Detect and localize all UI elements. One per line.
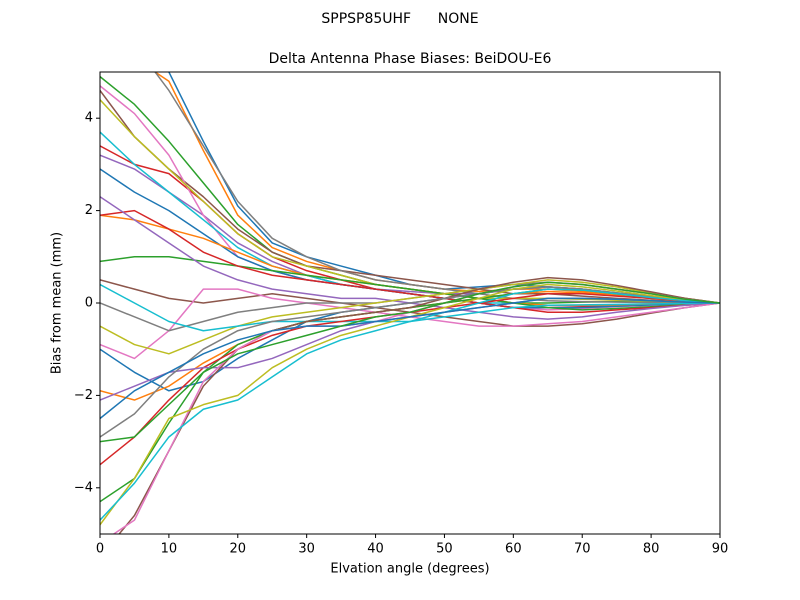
- series-line: [100, 281, 720, 443]
- y-tick-label: −4: [74, 480, 93, 495]
- y-axis-label: Bias from mean (mm): [50, 232, 65, 374]
- x-tick-label: 50: [436, 542, 453, 557]
- y-tick-label: −2: [74, 388, 93, 403]
- x-tick-label: 70: [574, 542, 591, 557]
- y-tick-label: 0: [85, 296, 93, 311]
- x-tick-label: 80: [643, 542, 660, 557]
- plot-area: [100, 72, 720, 534]
- series-line: [100, 256, 720, 311]
- series-line: [100, 209, 720, 313]
- x-tick-label: 20: [230, 542, 247, 557]
- series-line: [100, 297, 720, 420]
- series-line: [100, 288, 720, 521]
- x-tick-label: 0: [96, 542, 104, 557]
- x-tick-label: 10: [161, 542, 178, 557]
- x-tick-label: 40: [367, 542, 384, 557]
- x-axis-label: Elvation angle (degrees): [330, 562, 489, 577]
- suptitle: SPPSP85UHF NONE: [321, 11, 478, 27]
- y-tick-label: 2: [85, 203, 93, 218]
- series-line: [100, 72, 720, 304]
- series-line: [100, 90, 720, 304]
- y-tick-label: 4: [85, 111, 93, 126]
- chart-title: Delta Antenna Phase Biases: BeiDOU-E6: [269, 51, 552, 67]
- x-tick-label: 30: [298, 542, 315, 557]
- series-line: [100, 286, 720, 438]
- series-line: [100, 279, 720, 355]
- x-tick-label: 60: [505, 542, 522, 557]
- x-tick-label: 90: [712, 542, 729, 557]
- series-line: [118, 276, 720, 534]
